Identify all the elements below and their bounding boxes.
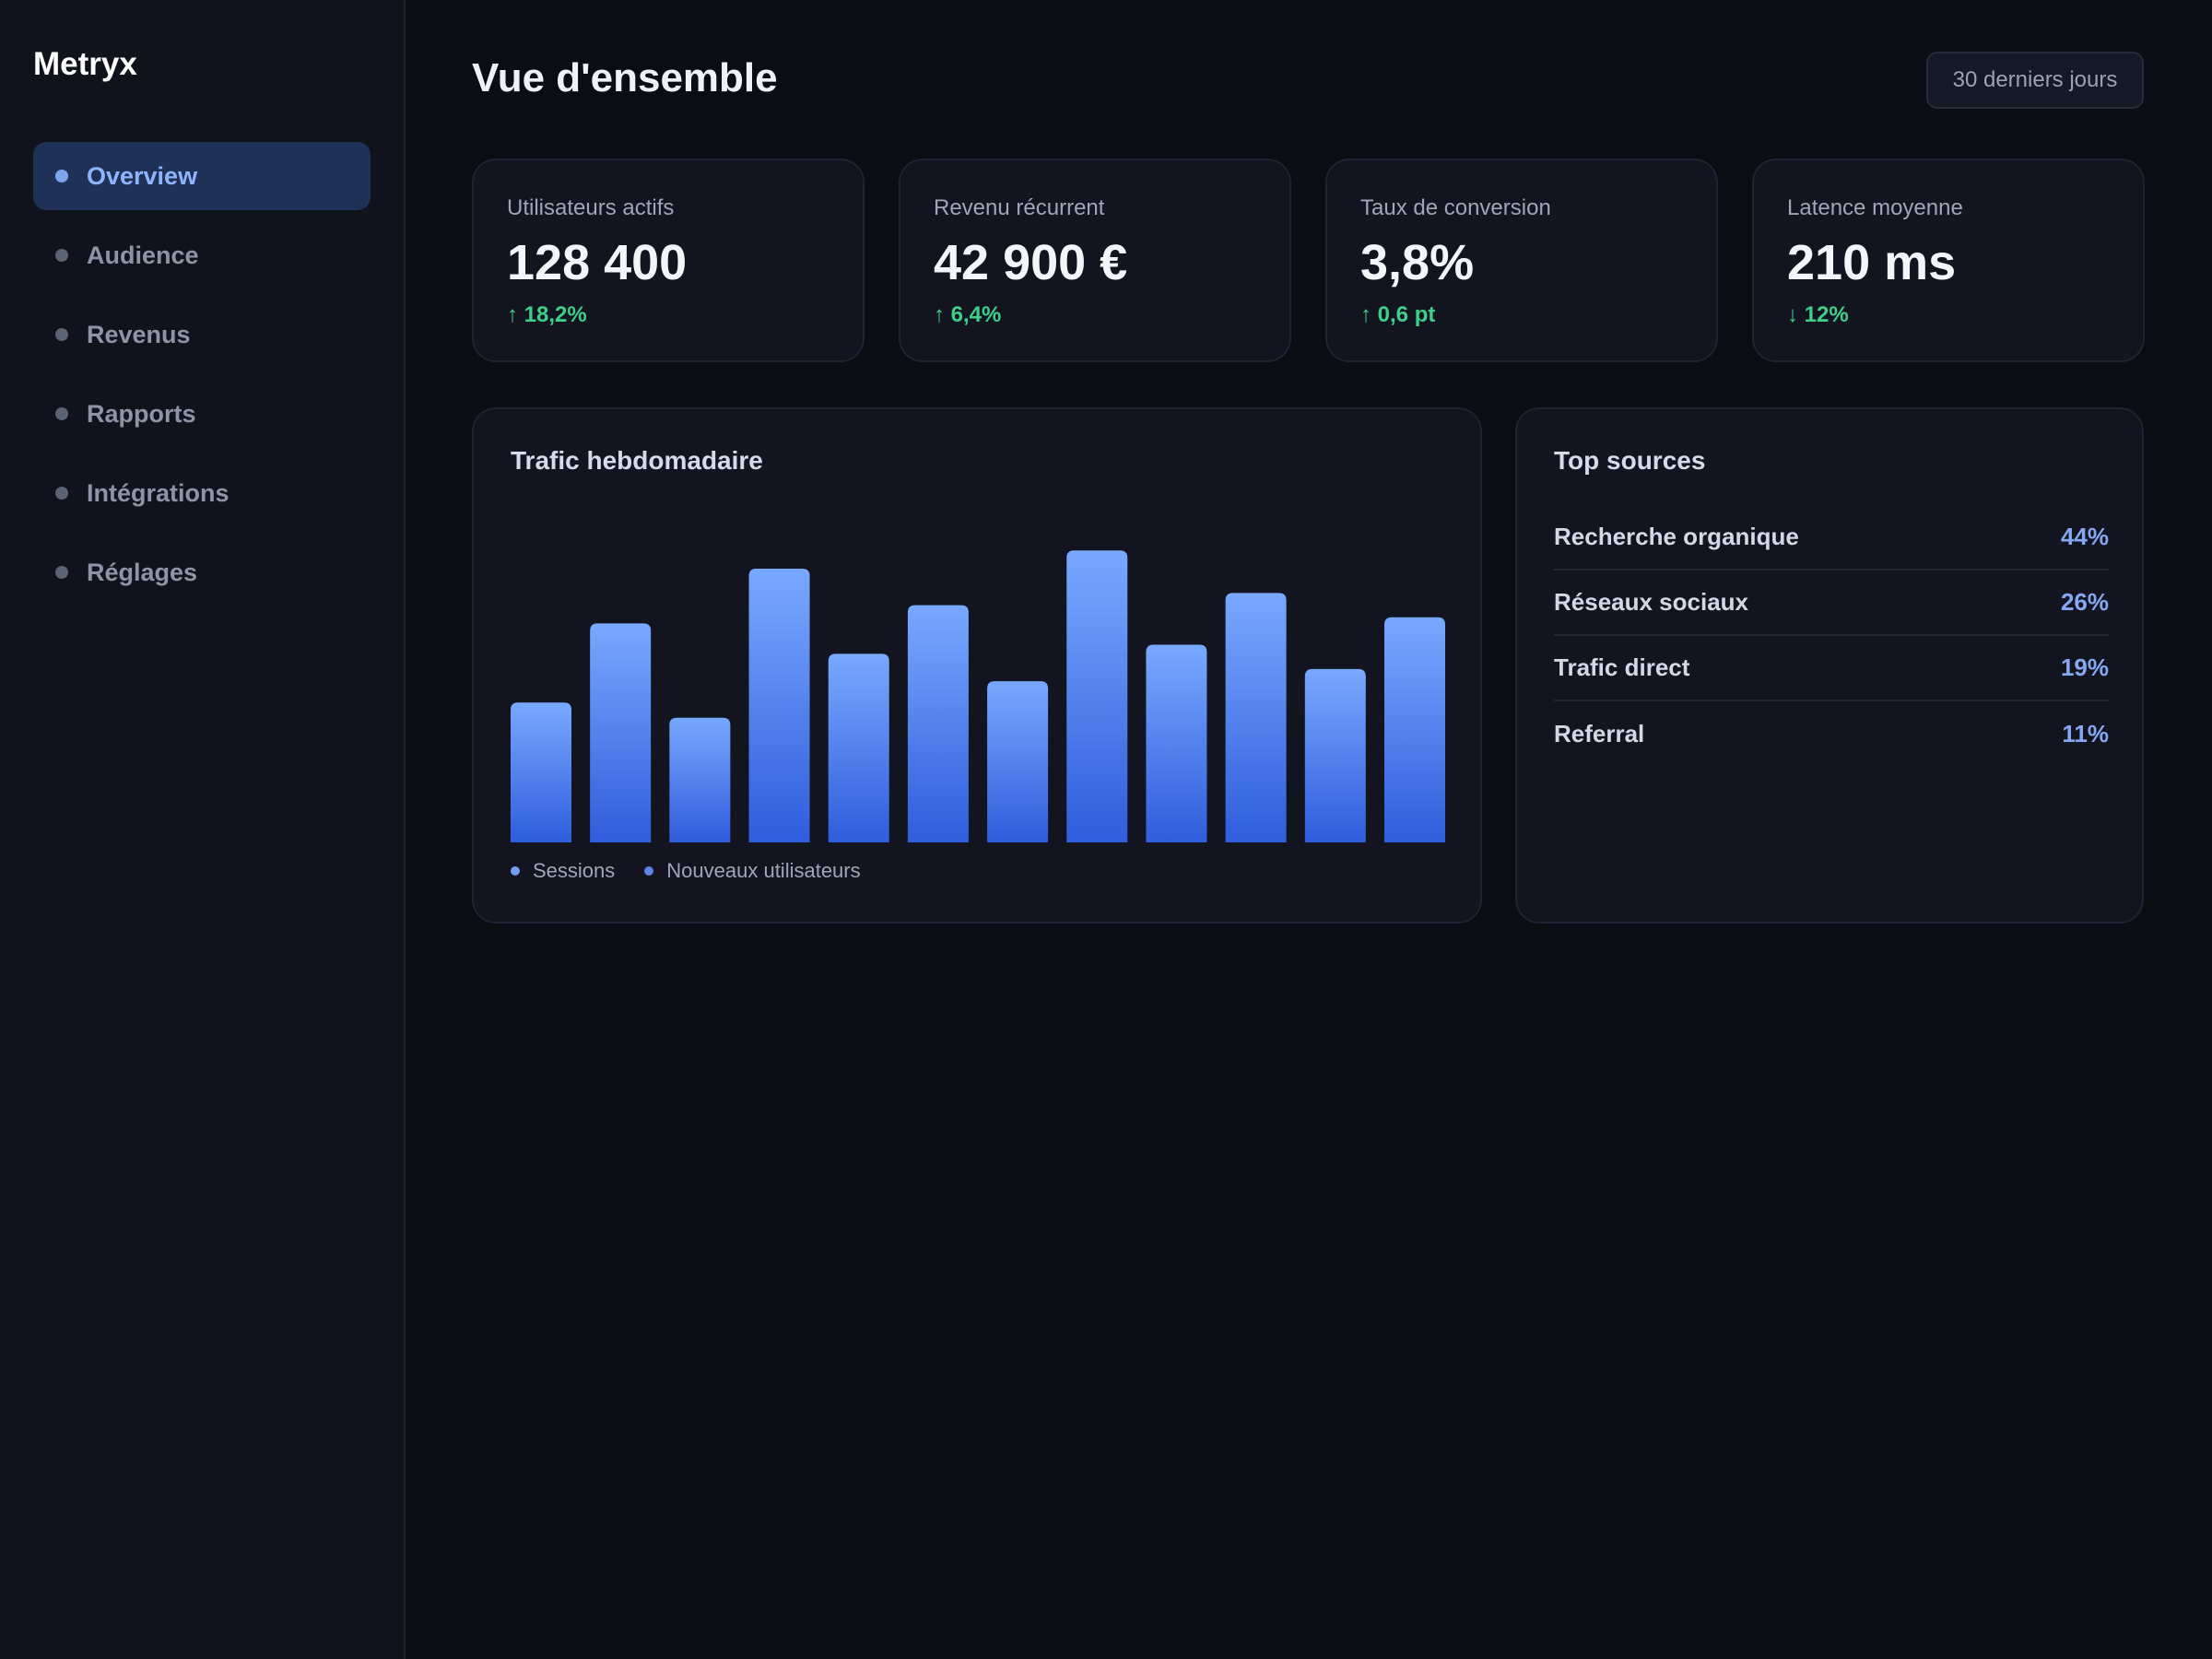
kpi-value: 42 900 € (934, 235, 1128, 290)
sidebar-item-rapports[interactable]: Rapports (33, 380, 371, 448)
chart-bar[interactable] (987, 681, 1049, 842)
kpi-delta: ↓ 12% (1787, 302, 1849, 327)
chart-bar[interactable] (511, 702, 571, 842)
source-percentage: 11% (2062, 720, 2109, 747)
sidebar-item-overview[interactable]: Overview (33, 142, 371, 210)
kpi-label: Taux de conversion (1360, 195, 1551, 220)
sidebar-item-label: Revenus (87, 320, 191, 348)
chart-bar[interactable] (1304, 668, 1366, 842)
list-item[interactable]: Recherche organique 44% (1554, 505, 2109, 571)
sidebar: Metryx Overview Audience Revenus Rapport… (0, 0, 406, 1659)
sidebar-item-label: Intégrations (87, 478, 229, 507)
chart-bar[interactable] (590, 623, 652, 842)
legend-item-new-users[interactable]: Nouveaux utilisateurs (644, 859, 861, 883)
dot-icon (55, 487, 68, 500)
sidebar-nav: Overview Audience Revenus Rapports Intég… (33, 142, 371, 618)
kpi-delta: ↑ 0,6 pt (1360, 302, 1436, 327)
chart-title: Trafic hebdomadaire (511, 446, 763, 475)
list-item[interactable]: Referral 11% (1554, 701, 2109, 767)
legend-label: Nouveaux utilisateurs (666, 859, 861, 882)
chart-bar[interactable] (748, 569, 810, 842)
source-name: Referral (1554, 720, 1645, 747)
sidebar-item-audience[interactable]: Audience (33, 221, 371, 289)
kpi-value: 128 400 (507, 235, 688, 290)
chart-bar[interactable] (1225, 593, 1287, 842)
top-sources-panel: Top sources Recherche organique 44% Rése… (1515, 407, 2144, 924)
source-percentage: 44% (2060, 523, 2109, 550)
dot-icon (55, 249, 68, 262)
dot-icon (55, 566, 68, 579)
dot-icon (55, 407, 68, 420)
sidebar-item-label: Audience (87, 241, 199, 269)
dot-icon (55, 170, 68, 182)
source-name: Trafic direct (1554, 653, 1690, 681)
chart-bar[interactable] (1066, 550, 1128, 842)
kpi-card-average-latency: Latence moyenne 210 ms ↓ 12% (1752, 159, 2145, 362)
chart-bar[interactable] (1384, 617, 1445, 842)
kpi-label: Revenu récurrent (934, 195, 1105, 220)
legend-dot-icon (511, 866, 520, 876)
kpi-card-active-users: Utilisateurs actifs 128 400 ↑ 18,2% (472, 159, 865, 362)
sidebar-item-reglages[interactable]: Réglages (33, 538, 371, 606)
kpi-value: 210 ms (1787, 235, 1957, 290)
kpi-card-recurring-revenue: Revenu récurrent 42 900 € ↑ 6,4% (899, 159, 1291, 362)
sources-title: Top sources (1554, 446, 1706, 475)
page-title: Vue d'ensemble (472, 55, 778, 100)
chart-bar[interactable] (828, 653, 889, 842)
weekly-traffic-panel: Trafic hebdomadaire Sessions Nouveaux ut… (472, 407, 1482, 924)
chart-bar[interactable] (907, 605, 969, 842)
legend-dot-icon (644, 866, 654, 876)
source-percentage: 19% (2060, 653, 2109, 681)
list-item[interactable]: Réseaux sociaux 26% (1554, 571, 2109, 636)
chart-legend: Sessions Nouveaux utilisateurs (511, 859, 890, 883)
legend-item-sessions[interactable]: Sessions (511, 859, 615, 883)
kpi-label: Latence moyenne (1787, 195, 1963, 220)
sidebar-item-label: Rapports (87, 399, 196, 428)
kpi-value: 3,8% (1360, 235, 1475, 290)
kpi-delta: ↑ 18,2% (507, 302, 587, 327)
sidebar-item-label: Overview (87, 161, 198, 190)
list-item[interactable]: Trafic direct 19% (1554, 636, 2109, 701)
chart-bar[interactable] (669, 717, 731, 842)
sidebar-item-label: Réglages (87, 558, 198, 586)
sidebar-item-integrations[interactable]: Intégrations (33, 459, 371, 527)
sources-list: Recherche organique 44% Réseaux sociaux … (1554, 505, 2109, 767)
kpi-delta: ↑ 6,4% (934, 302, 1002, 327)
source-percentage: 26% (2060, 588, 2109, 616)
chart-bar[interactable] (1146, 644, 1207, 843)
app-logo: Metryx (33, 46, 137, 82)
kpi-label: Utilisateurs actifs (507, 195, 675, 220)
source-name: Recherche organique (1554, 523, 1799, 550)
date-range-button[interactable]: 30 derniers jours (1926, 52, 2144, 109)
source-name: Réseaux sociaux (1554, 588, 1749, 616)
legend-label: Sessions (533, 859, 616, 882)
kpi-card-conversion-rate: Taux de conversion 3,8% ↑ 0,6 pt (1325, 159, 1718, 362)
weekly-traffic-chart (511, 550, 1445, 843)
sidebar-item-revenus[interactable]: Revenus (33, 300, 371, 369)
dot-icon (55, 328, 68, 341)
